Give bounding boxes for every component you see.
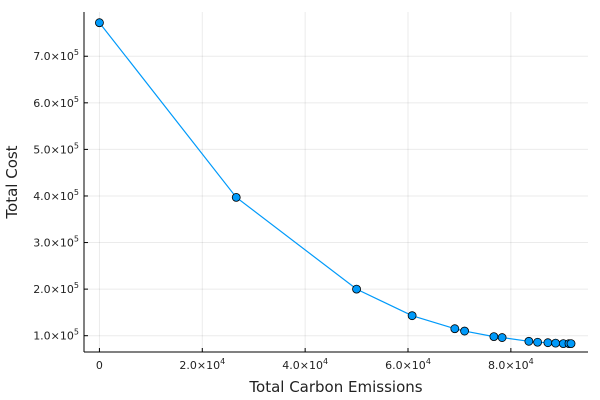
x-tick-label: 2.0×104 xyxy=(179,357,225,372)
x-tick-label: 4.0×104 xyxy=(282,357,328,372)
x-tick-label: 6.0×104 xyxy=(385,357,431,372)
series-1 xyxy=(98,22,572,345)
y-tick-label: 7.0×105 xyxy=(33,48,79,63)
y-tick-label: 5.0×105 xyxy=(33,141,79,156)
y-tick-label: 1.0×105 xyxy=(33,328,79,343)
y-axis-title: Total Cost xyxy=(3,145,21,219)
data-point xyxy=(551,338,560,348)
data-point xyxy=(352,284,361,294)
y-tick-label: 2.0×105 xyxy=(33,281,79,296)
series-line xyxy=(98,22,572,345)
y-axis-ticks: 1.0×105 2.0×105 3.0×105 4.0×105 5.0×105 6.0×1… xyxy=(33,48,88,343)
data-point xyxy=(231,192,241,202)
grid xyxy=(84,12,588,352)
x-tick-label: 8.0×104 xyxy=(488,357,534,372)
y-tick-label: 6.0×105 xyxy=(33,95,79,110)
data-points xyxy=(95,18,576,349)
data-point xyxy=(497,333,507,342)
x-tick-label: 0 xyxy=(96,359,103,372)
y-tick-label: 4.0×105 xyxy=(33,188,79,203)
data-point xyxy=(450,324,460,334)
data-point xyxy=(566,339,576,349)
data-point xyxy=(95,18,104,28)
y-tick-label: 3.0×105 xyxy=(33,235,79,250)
axes xyxy=(83,12,588,353)
data-point xyxy=(407,311,417,321)
data-point xyxy=(533,337,542,347)
data-point xyxy=(460,326,469,336)
x-axis-ticks: 0 2.0×104 4.0×104 6.0×104 8.0×104 xyxy=(96,348,534,372)
x-axis-title: Total Carbon Emissions xyxy=(248,378,422,396)
data-point xyxy=(543,338,553,348)
data-point xyxy=(489,332,499,342)
data-point xyxy=(524,336,534,346)
